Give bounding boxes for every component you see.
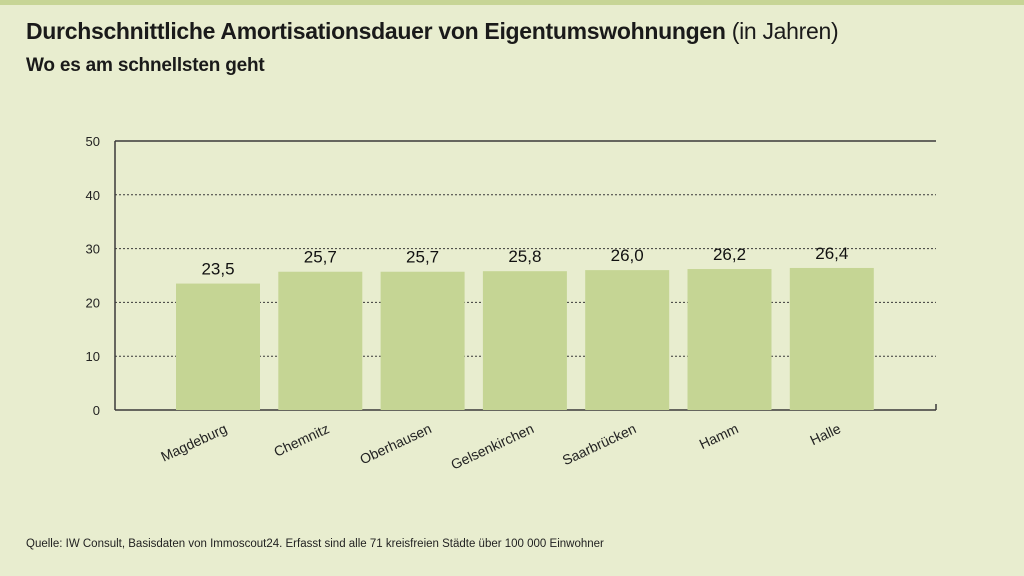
bar-4 xyxy=(585,270,670,410)
x-tick-label-2: Oberhausen xyxy=(357,420,434,467)
data-label-1: 25,7 xyxy=(304,248,337,267)
chart-subtitle: Wo es am schnellsten geht xyxy=(26,55,265,76)
bar-1 xyxy=(278,271,363,410)
top-accent-bar xyxy=(0,0,1024,5)
bar-0 xyxy=(176,283,260,410)
data-label-5: 26,2 xyxy=(713,245,746,264)
y-tick-label-40: 40 xyxy=(86,188,100,203)
data-label-4: 26,0 xyxy=(611,246,644,265)
chart-title: Durchschnittliche Amortisationsdauer von… xyxy=(26,18,839,45)
x-tick-label-6: Halle xyxy=(807,420,843,448)
x-tick-label-5: Hamm xyxy=(697,420,741,452)
data-label-2: 25,7 xyxy=(406,248,439,267)
bar-3 xyxy=(482,271,567,410)
bar-5 xyxy=(687,269,772,410)
y-tick-label-50: 50 xyxy=(86,134,100,149)
source-note: Quelle: IW Consult, Basisdaten von Immos… xyxy=(26,538,604,550)
bars xyxy=(176,267,874,410)
x-tick-label-4: Saarbrücken xyxy=(560,420,639,468)
x-tick-label-1: Chemnitz xyxy=(271,420,331,459)
y-tick-label-0: 0 xyxy=(93,403,100,418)
x-tick-label-3: Gelsenkirchen xyxy=(448,420,536,472)
bar-2 xyxy=(380,271,465,410)
data-label-6: 26,4 xyxy=(815,244,848,263)
y-tick-label-30: 30 xyxy=(86,242,100,257)
x-tick-label-0: Magdeburg xyxy=(158,420,229,464)
y-tick-label-20: 20 xyxy=(86,295,100,310)
data-label-3: 25,8 xyxy=(508,247,541,266)
data-label-0: 23,5 xyxy=(201,260,234,279)
chart-title-unit: (in Jahren) xyxy=(731,18,839,44)
chart-title-main: Durchschnittliche Amortisationsdauer von… xyxy=(26,18,726,44)
bar-6 xyxy=(789,267,874,410)
y-tick-label-10: 10 xyxy=(86,349,100,364)
